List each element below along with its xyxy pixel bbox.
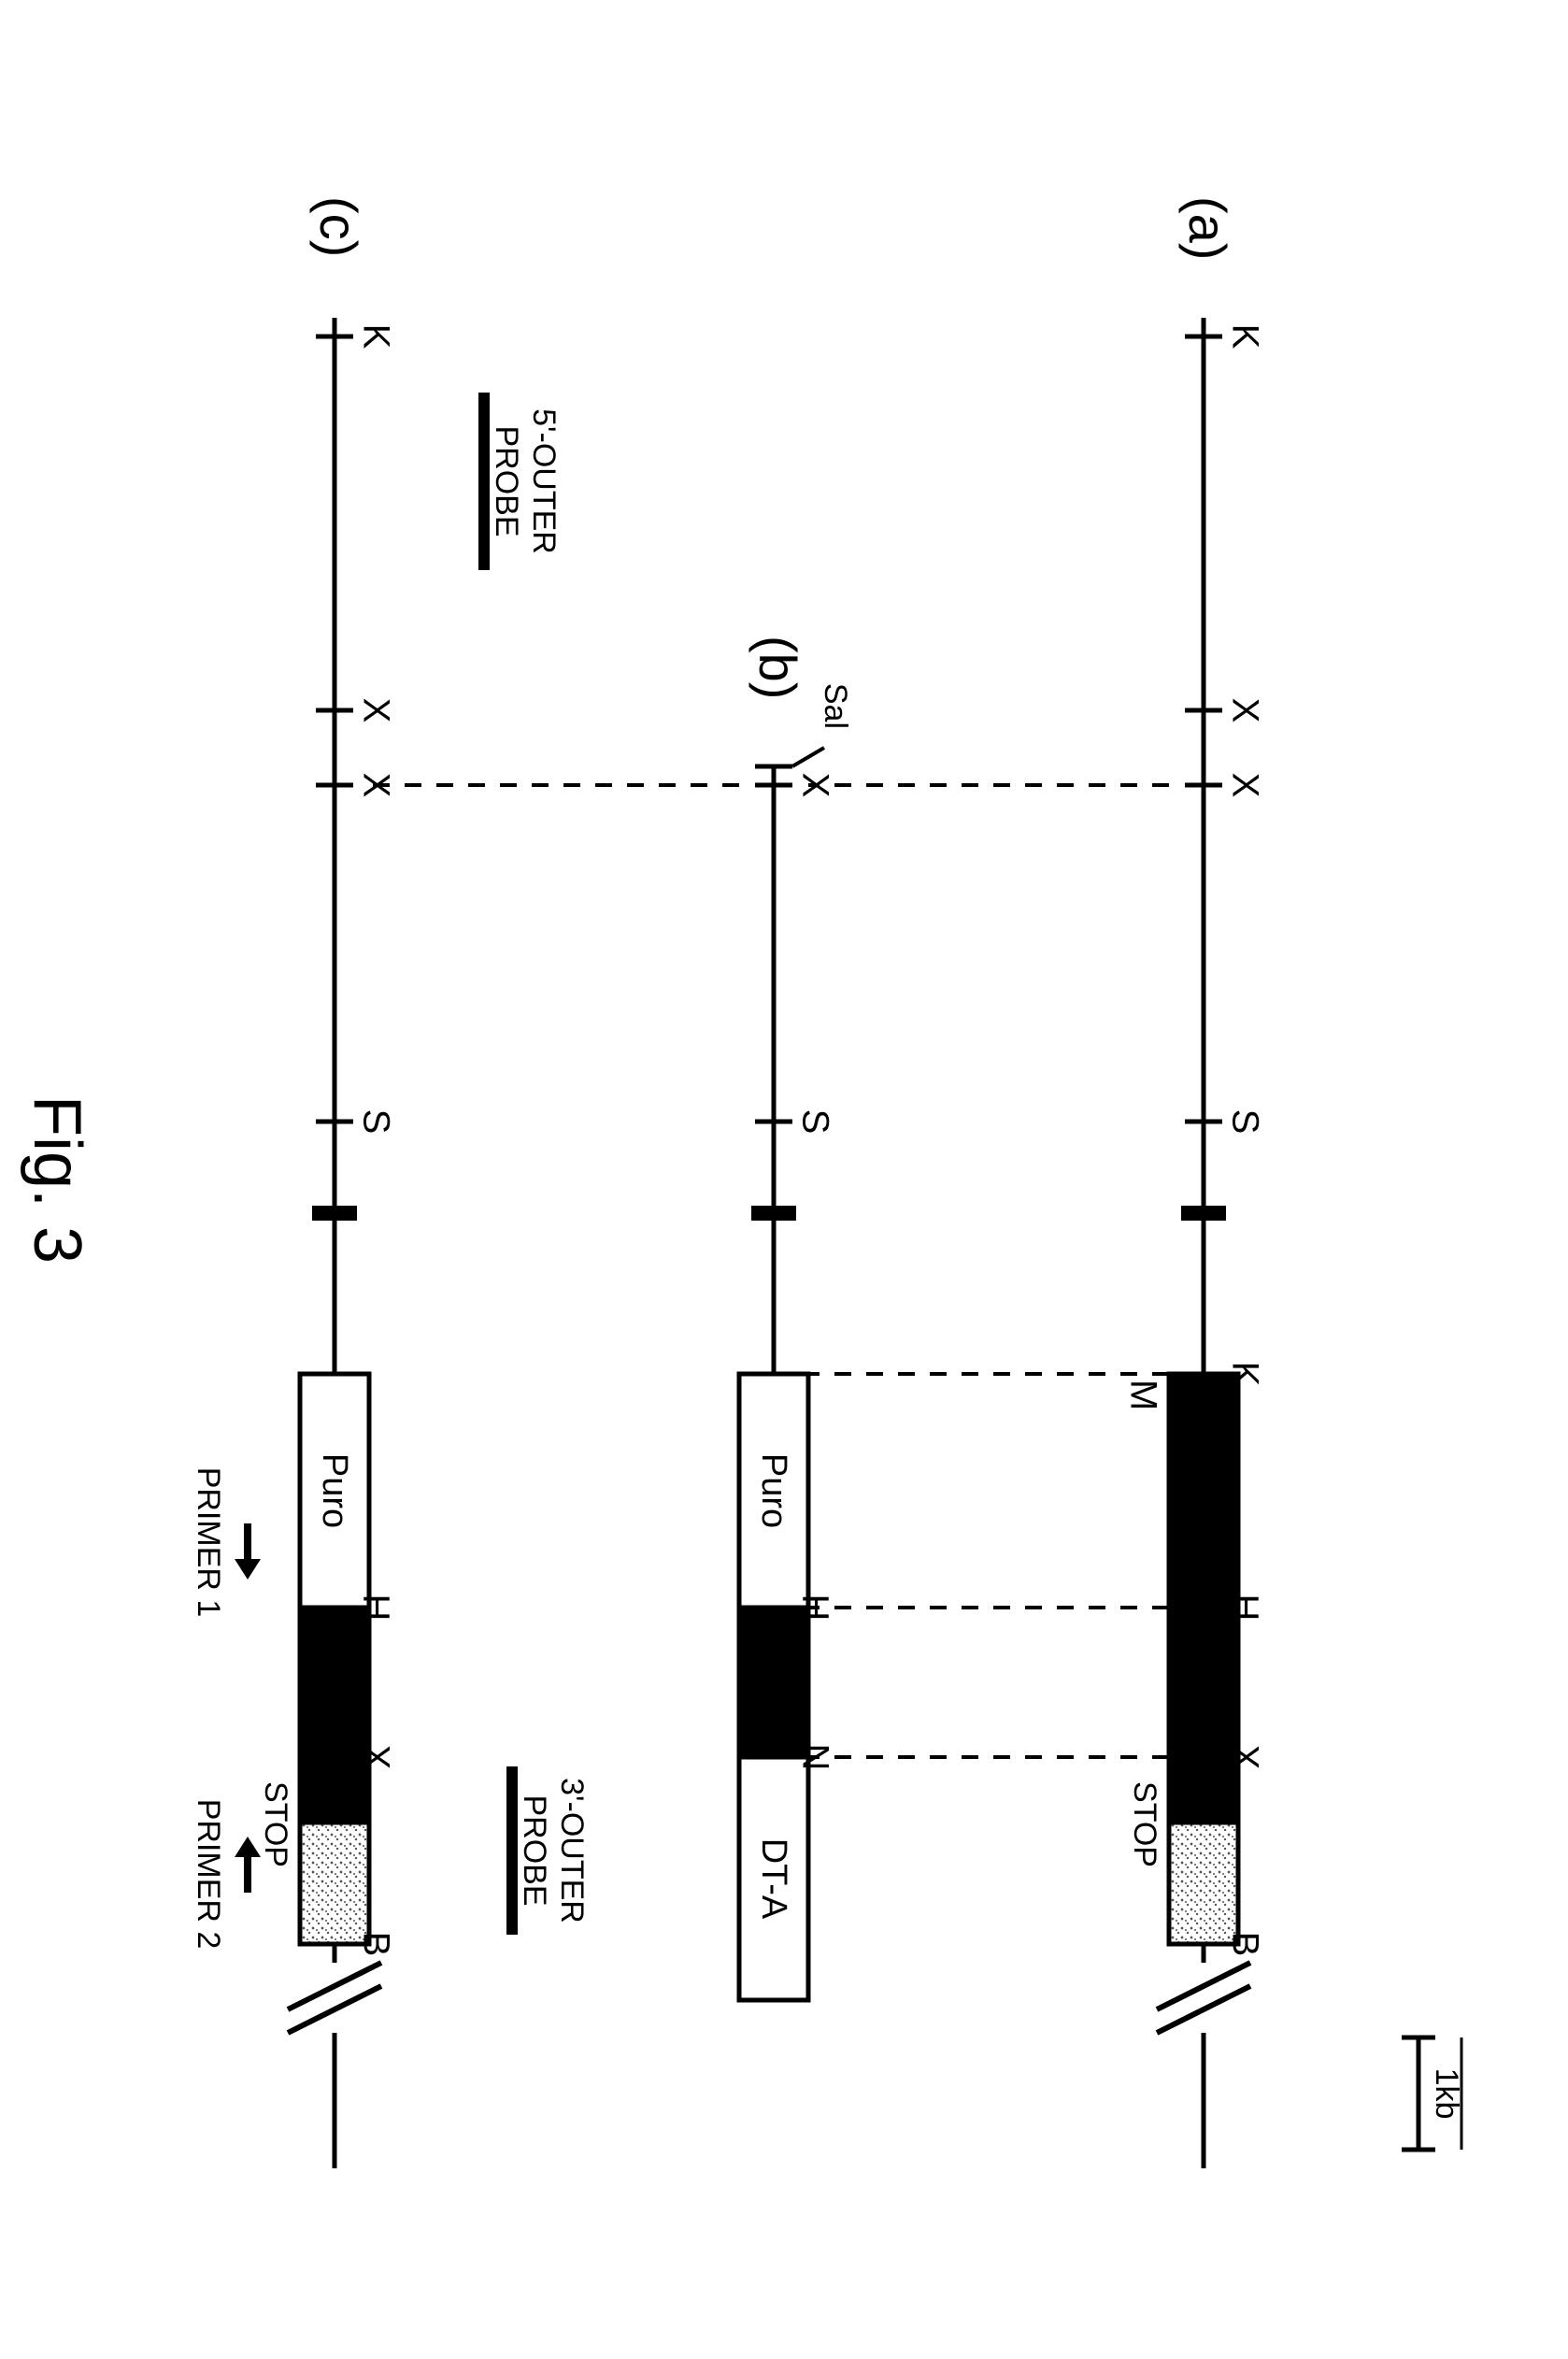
svg-text:1kb: 1kb (1429, 2068, 1464, 2120)
svg-text:(a): (a) (1178, 196, 1237, 260)
svg-text:3'-OUTERPROBE: 3'-OUTERPROBE (517, 1778, 590, 1923)
svg-text:B: B (355, 1932, 396, 1957)
svg-text:(c): (c) (309, 196, 368, 257)
svg-text:Sal: Sal (818, 683, 853, 729)
svg-text:S: S (794, 1109, 835, 1135)
svg-text:K: K (355, 324, 396, 350)
svg-text:X: X (1224, 1745, 1265, 1770)
svg-text:Puro: Puro (315, 1453, 354, 1528)
svg-text:M: M (1122, 1380, 1163, 1410)
svg-text:K: K (1224, 324, 1265, 350)
svg-text:X: X (355, 698, 396, 723)
svg-text:X: X (1224, 698, 1265, 723)
svg-text:S: S (355, 1109, 396, 1135)
svg-text:STOP: STOP (258, 1781, 293, 1867)
svg-text:Puro: Puro (754, 1453, 793, 1528)
svg-text:X: X (355, 1745, 396, 1770)
svg-text:DT-A: DT-A (754, 1838, 793, 1920)
svg-text:H: H (355, 1594, 396, 1622)
svg-text:PRIMER 1: PRIMER 1 (191, 1467, 226, 1618)
svg-text:X: X (1224, 773, 1265, 798)
svg-text:5'-OUTERPROBE: 5'-OUTERPROBE (489, 408, 562, 554)
figure-label: Fig. 3 (19, 1095, 95, 1264)
svg-text:(b): (b) (748, 636, 807, 699)
svg-text:PRIMER 2: PRIMER 2 (191, 1799, 226, 1950)
svg-text:S: S (1224, 1109, 1265, 1135)
svg-text:B: B (1224, 1932, 1265, 1957)
svg-text:STOP: STOP (1127, 1781, 1162, 1867)
svg-text:K: K (1224, 1362, 1265, 1387)
svg-text:H: H (1224, 1594, 1265, 1622)
